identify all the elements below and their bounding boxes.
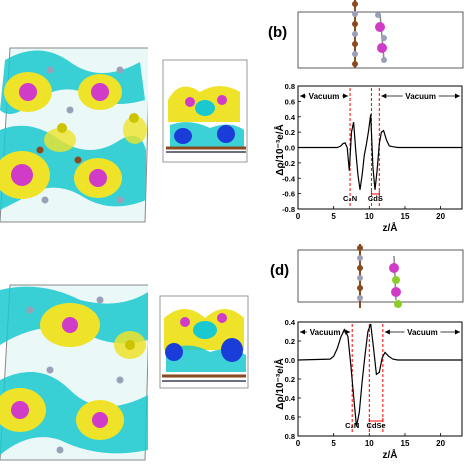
vacuum-label-left: Vacuum [309,92,340,101]
y-tick-label: -0.4 [282,174,296,183]
chart-d: 0.4 0.2 0.0 0.2 0.4 0.6 0.80 5 10 15 20 z/Å Δρ/10⁻³e… [273,318,463,461]
y-tick-label: 0.4 [285,318,296,327]
y-tick-label: 0.4 [285,394,296,403]
y-tick-label: 0.2 [285,375,295,384]
x-tick-label: 0 [296,439,301,448]
x-tick-label: 0 [296,212,301,221]
panel-label-b: (b) [268,24,288,41]
y-tick-label: -0.2 [282,159,295,168]
layer1-label: C₂N [345,421,359,430]
structure-side-view-d [297,244,464,308]
charge-density-side-view-b [162,59,248,163]
layer2-bracket [368,418,384,422]
vacuum-label-right: Vacuum [405,92,436,101]
vacuum-label-right: Vacuum [407,328,438,337]
x-axis-label: z/Å [383,448,398,461]
arrowhead [300,93,305,99]
charge-density-side-view-d [159,295,249,389]
y-axis-label: Δρ/10⁻³e/Å [273,358,286,409]
layer2-label: CdSe [366,421,385,430]
x-tick-label: 10 [365,212,374,221]
charge-density-top-view-d [0,284,148,461]
series-line [298,114,462,190]
y-tick-label: 0.8 [285,82,295,91]
y-tick-label: -0.6 [282,190,295,199]
arrowhead [343,93,349,99]
y-tick-label: -0.8 [282,205,295,214]
arrowhead [384,329,390,335]
panel-label-d: (d) [270,262,290,279]
y-tick-label: 0.0 [285,356,295,365]
y-tick-label: 0.6 [285,97,295,106]
label-bg [402,90,439,101]
layer2-label: CdS [368,194,383,203]
arrowhead [455,93,460,99]
y-tick-label: 0.4 [285,113,296,122]
structure-side-view-b [297,0,464,69]
label-bg [306,90,343,101]
y-tick-label: 0.2 [285,128,295,137]
layer2-bracket [370,191,380,195]
label-bg [404,326,441,337]
x-tick-label: 5 [331,212,336,221]
y-tick-label: 0.2 [285,337,295,346]
x-tick-label: 5 [331,439,336,448]
x-tick-label: 20 [436,212,445,221]
plot-frame [297,321,463,437]
y-tick-label: 0.8 [285,432,295,441]
label-bg [307,326,344,337]
arrowhead [300,329,305,335]
y-tick-label: 0.6 [285,413,295,422]
x-tick-label: 15 [401,212,410,221]
layer1-label: C₂N [343,194,357,203]
x-tick-label: 20 [436,439,445,448]
y-tick-label: 0.0 [285,144,295,153]
x-tick-label: 10 [365,439,374,448]
x-tick-label: 15 [401,439,410,448]
chart-b: 0.8 0.6 0.4 0.2 0.0 -0.2 -0.4 -0.6 -0.80 5 10 15 20 z… [273,82,463,234]
vacuum-label-left: Vacuum [310,328,341,337]
y-axis-label: Δρ/10⁻³e/Å [273,124,286,175]
arrowhead [381,93,387,99]
series-line [297,323,462,427]
x-axis-label: z/Å [383,221,398,234]
arrowhead [455,329,460,335]
charge-density-top-view-b [0,47,148,223]
